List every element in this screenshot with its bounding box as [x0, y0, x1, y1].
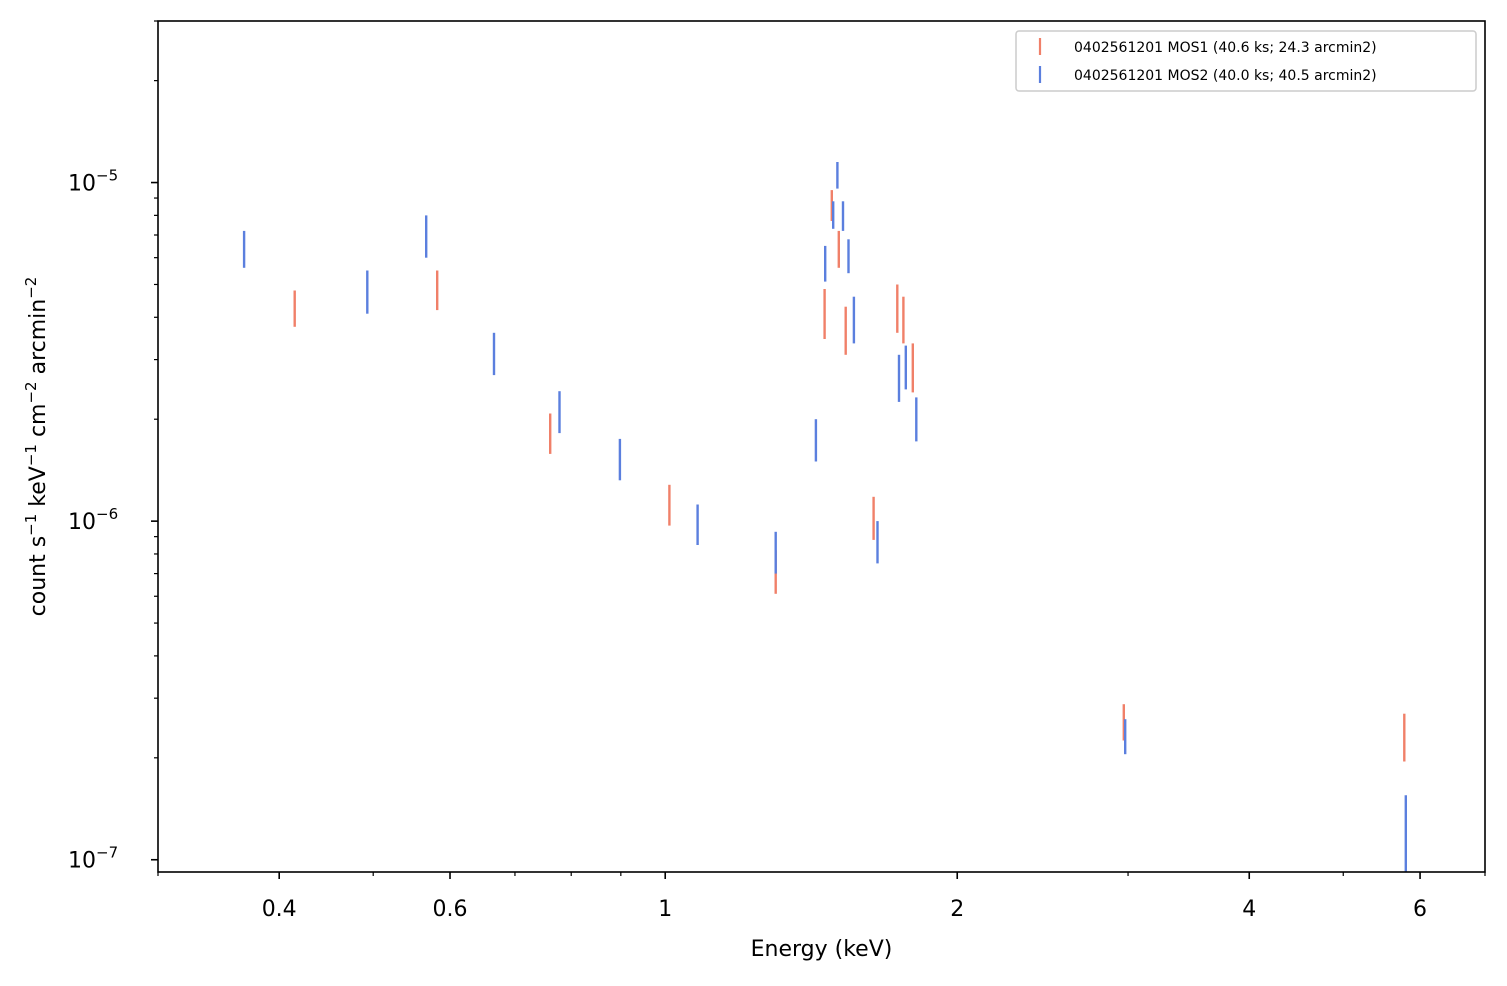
- plot-frame: [157, 20, 1486, 873]
- y-tick-label: 10−6: [68, 505, 118, 535]
- x-tick-label: 2: [950, 897, 964, 922]
- x-tick-label: 0.6: [433, 897, 468, 922]
- legend-label-2: 0402561201 MOS2 (40.0 ks; 40.5 arcmin2): [1074, 68, 1377, 84]
- legend-label-1: 0402561201 MOS1 (40.6 ks; 24.3 arcmin2): [1074, 40, 1377, 56]
- y-tick-label: 10−5: [68, 167, 118, 197]
- x-tick-label: 0.4: [262, 897, 297, 922]
- legend-box: [1015, 30, 1477, 92]
- series-2: [242, 162, 1408, 872]
- axes: 0.4 0.6 1 2 4 6 10−7 10−6 10−5: [68, 20, 1486, 922]
- x-axis-label: Energy (keV): [751, 937, 893, 962]
- x-tick-label: 4: [1242, 897, 1256, 922]
- legend: 0402561201 MOS1 (40.6 ks; 24.3 arcmin2) 0…: [1015, 30, 1477, 92]
- y-axis-label: count s−1 keV−1 cm−2 arcmin−2: [22, 277, 51, 617]
- x-tick-label: 1: [658, 897, 672, 922]
- y-tick-label: 10−7: [68, 844, 118, 874]
- data-layer: [242, 162, 1408, 872]
- x-tick-label: 6: [1413, 897, 1427, 922]
